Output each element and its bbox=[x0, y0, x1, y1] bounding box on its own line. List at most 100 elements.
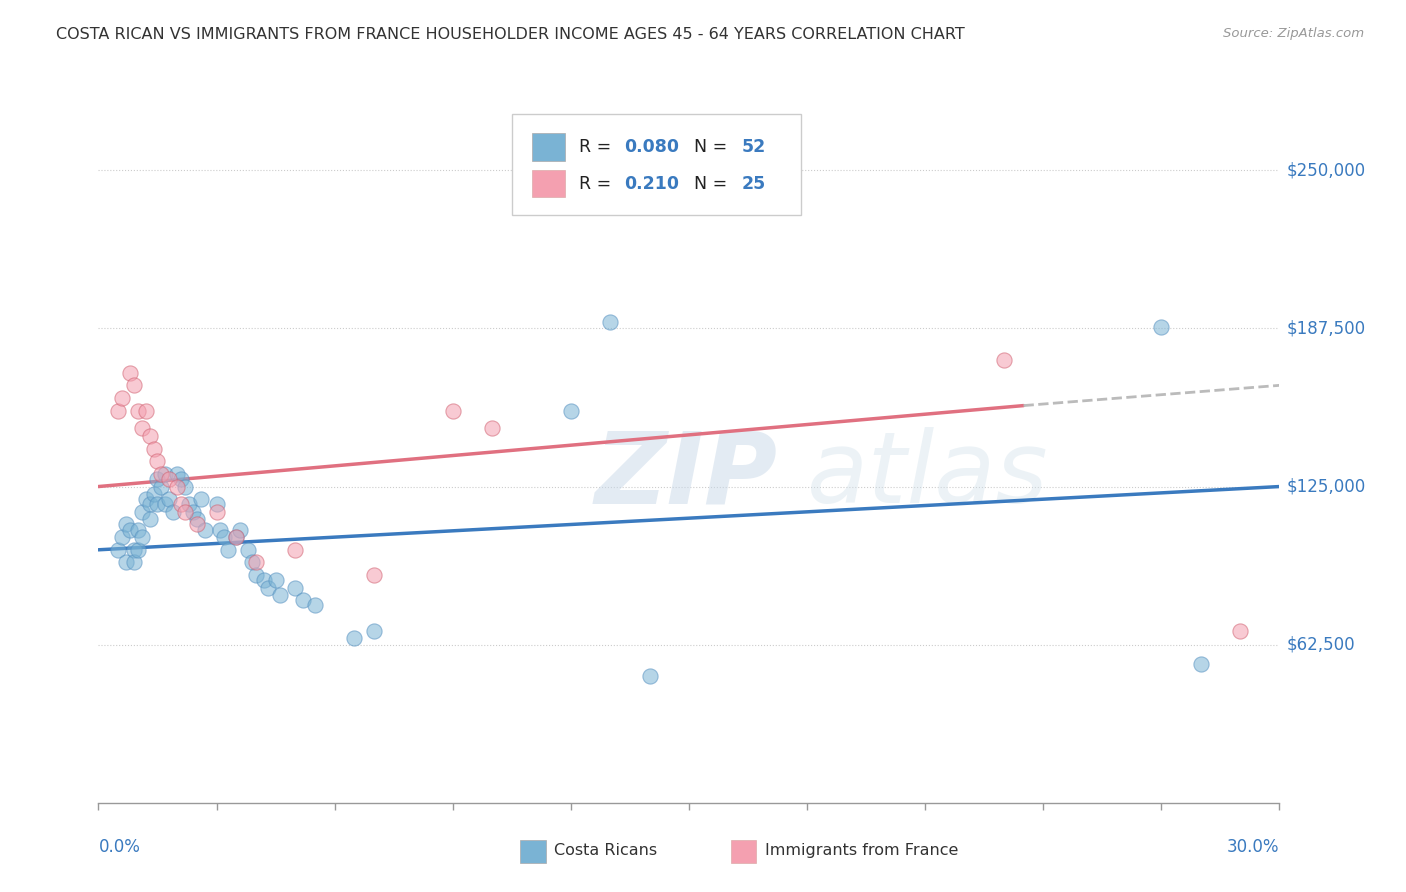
Point bbox=[560, 403, 582, 417]
Point bbox=[284, 542, 307, 557]
Text: N =: N = bbox=[683, 175, 733, 193]
Point bbox=[138, 512, 160, 526]
Point bbox=[146, 454, 169, 468]
Point bbox=[138, 497, 160, 511]
Point bbox=[269, 588, 291, 602]
Text: 0.0%: 0.0% bbox=[98, 838, 141, 856]
Point bbox=[181, 505, 204, 519]
Point bbox=[284, 581, 307, 595]
Point bbox=[481, 421, 503, 435]
Point bbox=[131, 505, 153, 519]
Point bbox=[122, 378, 145, 392]
Point bbox=[146, 497, 169, 511]
Point bbox=[363, 568, 385, 582]
Point bbox=[1229, 624, 1251, 638]
Point bbox=[127, 523, 149, 537]
Point bbox=[214, 530, 236, 544]
Point bbox=[166, 479, 188, 493]
Text: R =: R = bbox=[579, 175, 617, 193]
Text: $250,000: $250,000 bbox=[1286, 161, 1365, 179]
Point bbox=[135, 492, 157, 507]
Point bbox=[292, 593, 315, 607]
Text: $125,000: $125,000 bbox=[1286, 477, 1365, 496]
FancyBboxPatch shape bbox=[531, 133, 565, 161]
Point bbox=[107, 542, 129, 557]
Y-axis label: Householder Income Ages 45 - 64 years: Householder Income Ages 45 - 64 years bbox=[0, 301, 7, 608]
Point bbox=[245, 568, 267, 582]
Point bbox=[122, 556, 145, 570]
Point bbox=[190, 492, 212, 507]
Point bbox=[441, 403, 464, 417]
FancyBboxPatch shape bbox=[531, 169, 565, 197]
Text: Immigrants from France: Immigrants from France bbox=[765, 844, 959, 858]
Point bbox=[111, 391, 134, 405]
Text: 52: 52 bbox=[742, 137, 766, 156]
Point bbox=[343, 632, 366, 646]
Point bbox=[138, 429, 160, 443]
Text: R =: R = bbox=[579, 137, 617, 156]
Point bbox=[157, 472, 180, 486]
Point bbox=[177, 497, 200, 511]
Point bbox=[166, 467, 188, 481]
Point bbox=[599, 315, 621, 329]
Point bbox=[245, 556, 267, 570]
Text: 30.0%: 30.0% bbox=[1227, 838, 1279, 856]
Point bbox=[209, 523, 232, 537]
Point bbox=[155, 467, 177, 481]
Point bbox=[131, 421, 153, 435]
Point bbox=[253, 573, 276, 587]
Point bbox=[225, 530, 247, 544]
Point bbox=[157, 492, 180, 507]
Text: atlas: atlas bbox=[807, 427, 1049, 524]
Point bbox=[993, 353, 1015, 368]
Point bbox=[127, 542, 149, 557]
Point bbox=[186, 512, 208, 526]
Text: Costa Ricans: Costa Ricans bbox=[554, 844, 657, 858]
Point bbox=[122, 542, 145, 557]
Point bbox=[150, 467, 173, 481]
Point bbox=[115, 517, 138, 532]
Text: 0.080: 0.080 bbox=[624, 137, 679, 156]
Point bbox=[1150, 320, 1173, 334]
Point bbox=[107, 403, 129, 417]
Point bbox=[304, 599, 326, 613]
Point bbox=[186, 517, 208, 532]
Point bbox=[256, 581, 278, 595]
Point bbox=[111, 530, 134, 544]
Point bbox=[135, 403, 157, 417]
FancyBboxPatch shape bbox=[512, 114, 801, 215]
Point bbox=[217, 542, 239, 557]
Point bbox=[146, 472, 169, 486]
Point bbox=[363, 624, 385, 638]
Text: $62,500: $62,500 bbox=[1286, 636, 1355, 654]
Point bbox=[131, 530, 153, 544]
Point bbox=[205, 497, 228, 511]
Point bbox=[155, 497, 177, 511]
Point bbox=[118, 366, 141, 380]
Point bbox=[229, 523, 252, 537]
Point bbox=[174, 505, 197, 519]
Text: COSTA RICAN VS IMMIGRANTS FROM FRANCE HOUSEHOLDER INCOME AGES 45 - 64 YEARS CORR: COSTA RICAN VS IMMIGRANTS FROM FRANCE HO… bbox=[56, 27, 965, 42]
Point bbox=[638, 669, 661, 683]
Point bbox=[205, 505, 228, 519]
Point bbox=[118, 523, 141, 537]
Point bbox=[236, 542, 259, 557]
Point bbox=[194, 523, 217, 537]
Text: ZIP: ZIP bbox=[595, 427, 778, 524]
Text: 25: 25 bbox=[742, 175, 766, 193]
Point bbox=[142, 442, 165, 456]
Point bbox=[1189, 657, 1212, 671]
Point bbox=[170, 497, 193, 511]
Point bbox=[150, 479, 173, 493]
Text: N =: N = bbox=[683, 137, 733, 156]
Point bbox=[142, 487, 165, 501]
Point bbox=[115, 556, 138, 570]
Point bbox=[174, 479, 197, 493]
Point bbox=[240, 556, 263, 570]
Point bbox=[225, 530, 247, 544]
Text: Source: ZipAtlas.com: Source: ZipAtlas.com bbox=[1223, 27, 1364, 40]
Point bbox=[162, 505, 184, 519]
Text: $187,500: $187,500 bbox=[1286, 319, 1365, 337]
Point bbox=[127, 403, 149, 417]
Point bbox=[170, 472, 193, 486]
